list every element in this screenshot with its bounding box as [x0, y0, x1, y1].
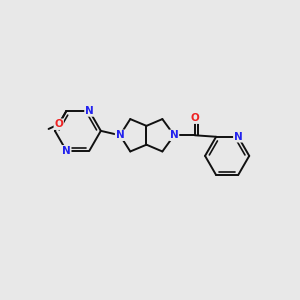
Text: N: N	[116, 130, 124, 140]
Text: N: N	[62, 146, 71, 156]
Text: O: O	[54, 119, 63, 129]
Text: N: N	[234, 132, 243, 142]
Text: O: O	[190, 113, 199, 123]
Text: N: N	[170, 130, 178, 140]
Text: N: N	[85, 106, 94, 116]
